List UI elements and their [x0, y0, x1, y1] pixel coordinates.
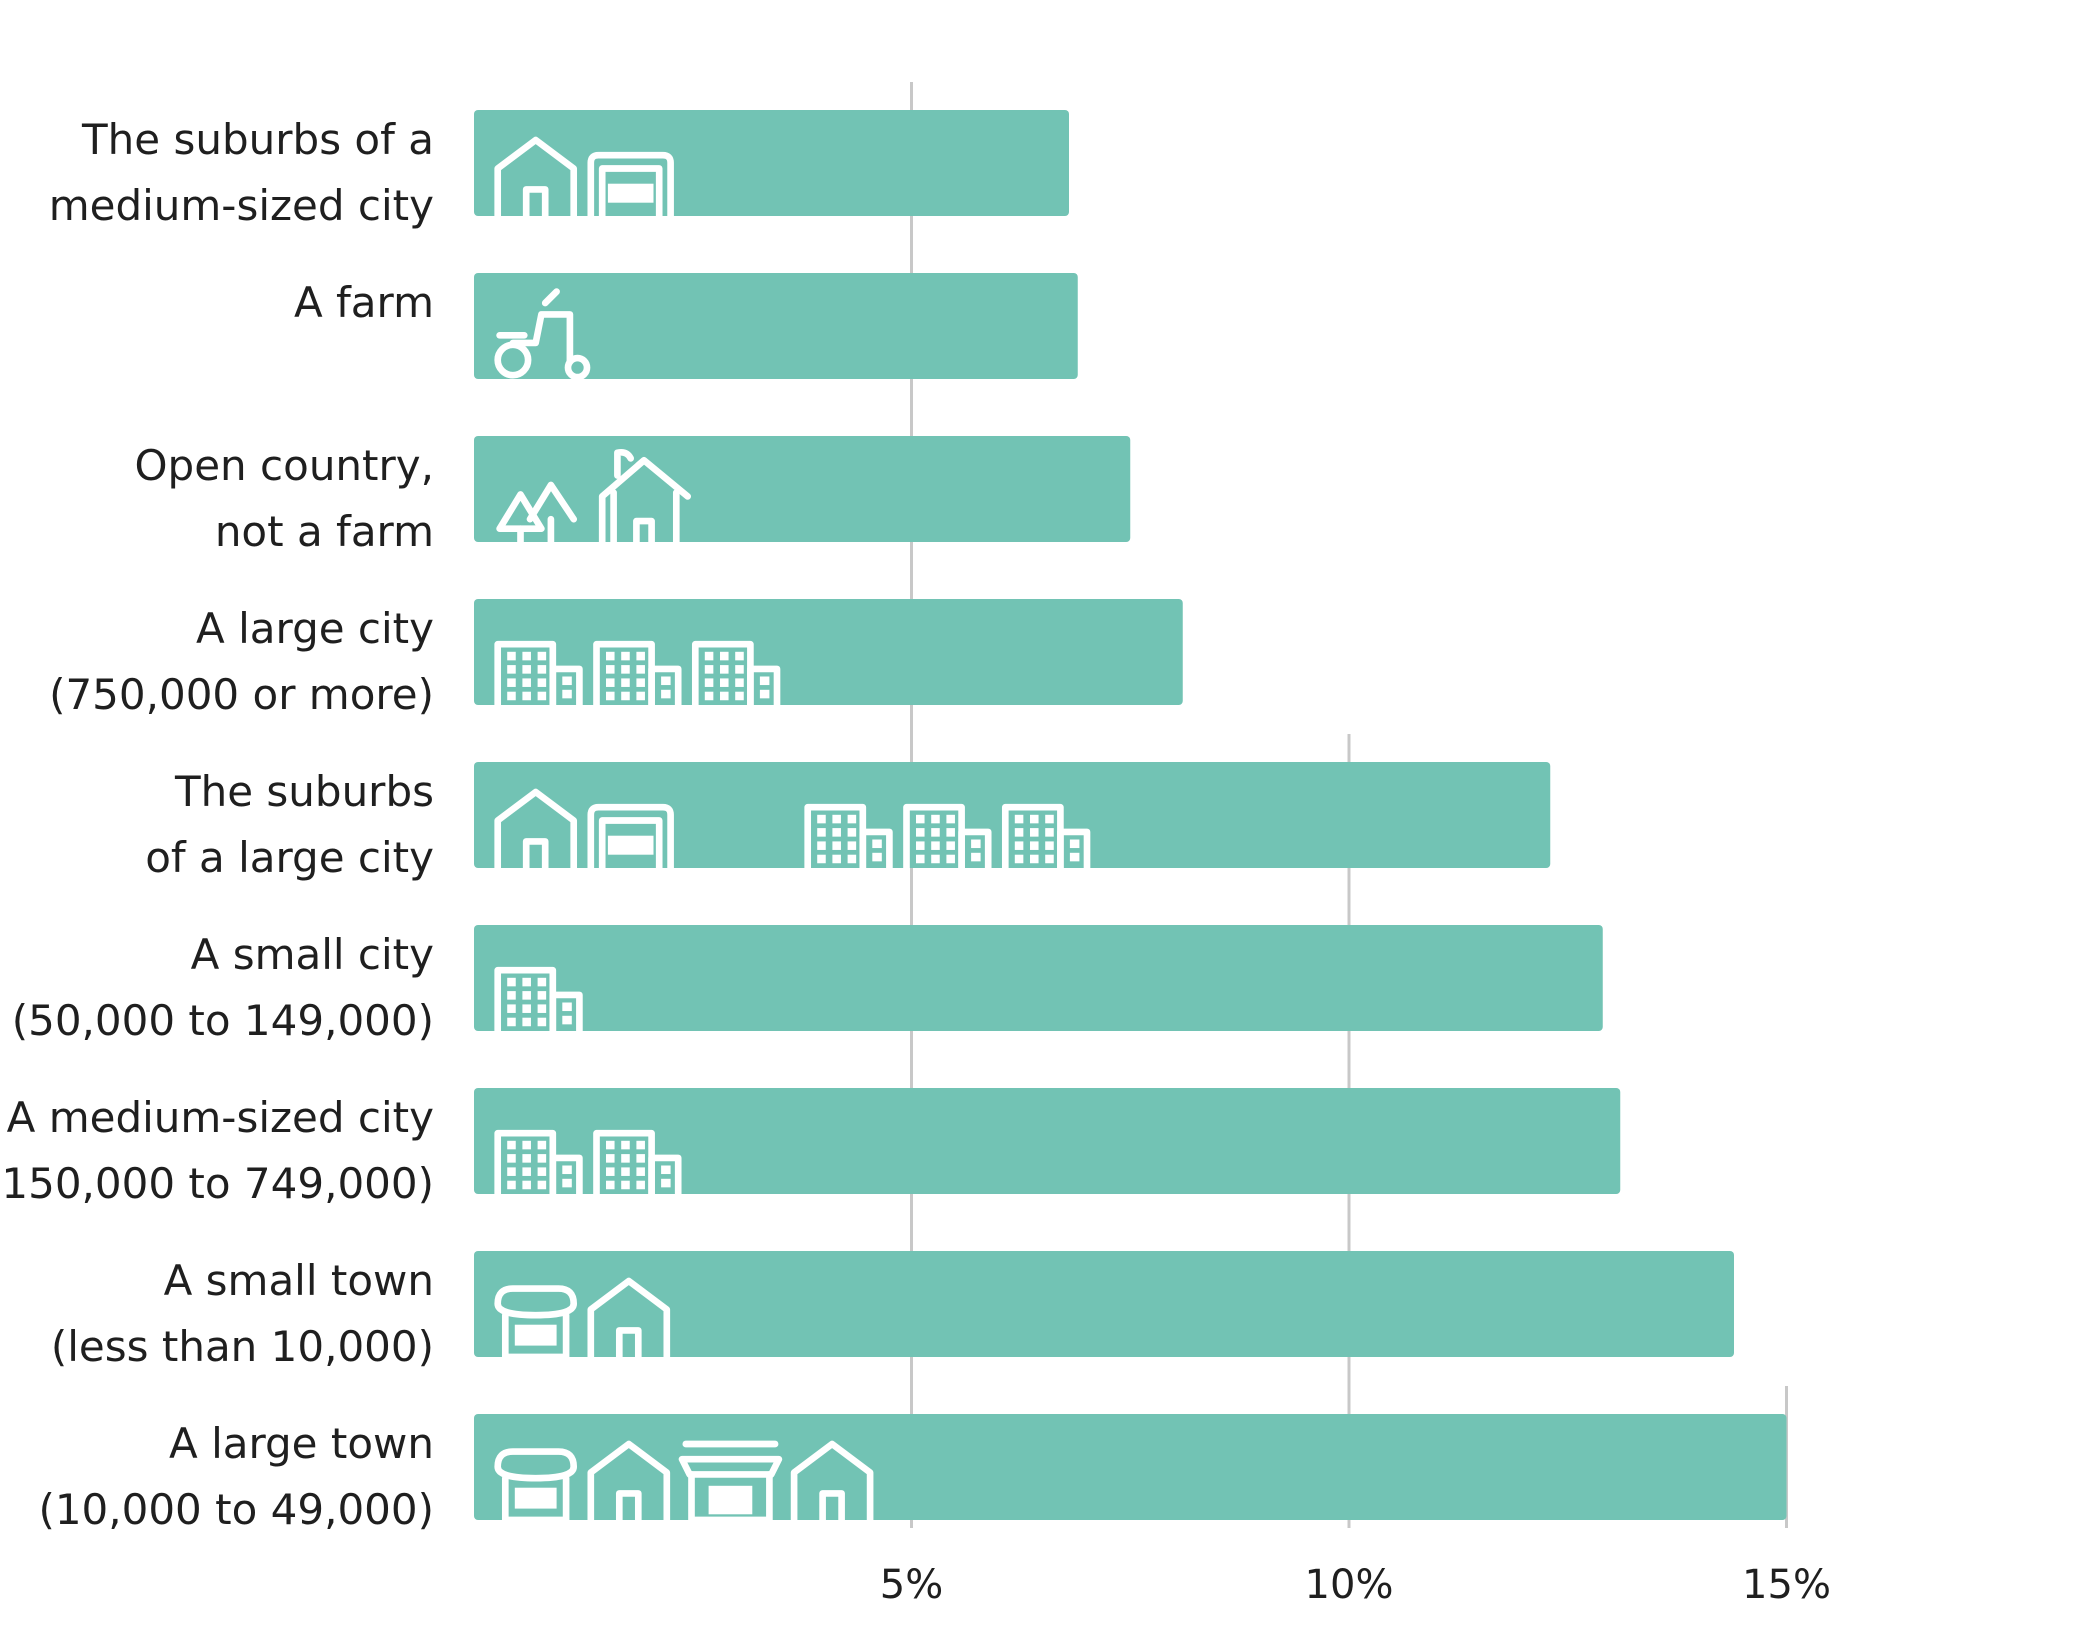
bar [474, 273, 1078, 379]
house-icon [494, 136, 578, 216]
x-tick-label: 10% [1305, 1562, 1394, 1608]
garage-icon [587, 803, 674, 868]
bar [474, 436, 1131, 542]
category-label-line: The suburbs [174, 767, 434, 816]
category-label-line: A small city [191, 930, 434, 979]
category-label-line: A small town [164, 1256, 434, 1305]
house-icon [790, 1440, 874, 1520]
category-label: A small city (50,000 to 149,000) [12, 930, 434, 1045]
bar-icon-row [494, 788, 1091, 868]
category-label-line: A large town [169, 1419, 434, 1468]
category-label-line: The suburbs of a [81, 115, 434, 164]
category-label-line: medium-sized city [49, 181, 434, 230]
category-label: Open country, not a farm [135, 441, 435, 556]
building-icon [903, 803, 992, 868]
category-label-line: (150,000 to 749,000) [0, 1159, 434, 1208]
house-icon [587, 1440, 671, 1520]
category-label: A small town (less than 10,000) [51, 1256, 434, 1371]
category-label: A medium-sized city (150,000 to 749,000) [0, 1093, 434, 1208]
bar [474, 1414, 1787, 1520]
storefront-icon [678, 1440, 783, 1520]
garage-icon [587, 151, 674, 216]
bar-icon-row [494, 966, 583, 1031]
bar-icon-row [494, 288, 591, 379]
bar-icon-row [494, 640, 781, 705]
bar [474, 1251, 1734, 1357]
building-icon [494, 1129, 583, 1194]
category-labels: The suburbs of a medium-sized city A farm O… [0, 115, 434, 1534]
category-label-line: A farm [294, 278, 434, 327]
bars [474, 110, 1787, 1520]
category-label-line: (less than 10,000) [51, 1322, 434, 1371]
category-label-line: A large city [196, 604, 434, 653]
bar-icon-row [494, 1440, 874, 1520]
bar [474, 762, 1551, 868]
house-icon [494, 788, 578, 868]
category-label-line: not a farm [215, 507, 434, 556]
category-label-line: (750,000 or more) [49, 670, 434, 719]
bar [474, 925, 1603, 1031]
category-label-line: (10,000 to 49,000) [38, 1485, 434, 1534]
cabin-icon [598, 449, 692, 542]
tractor-icon [494, 288, 591, 379]
trees-icon [496, 481, 578, 542]
category-label-line: A medium-sized city [7, 1093, 434, 1142]
building-icon [804, 803, 893, 868]
bar [474, 1088, 1621, 1194]
shop-icon [494, 1448, 578, 1520]
building-icon [593, 640, 682, 705]
building-icon [494, 640, 583, 705]
category-label-line: Open country, [135, 441, 435, 490]
building-icon [593, 1129, 682, 1194]
category-label: A large town (10,000 to 49,000) [38, 1419, 434, 1534]
bar-icon-row [494, 1277, 671, 1357]
building-icon [494, 966, 583, 1031]
bar-icon-row [494, 136, 674, 216]
bar-icon-row [496, 449, 692, 542]
bar-icon-row [494, 1129, 682, 1194]
category-label-line: of a large city [145, 833, 434, 882]
x-axis-ticks: 5% 10% 15% [880, 1562, 1831, 1608]
building-icon [691, 640, 781, 705]
category-label-line: (50,000 to 149,000) [12, 996, 434, 1045]
category-label: The suburbs of a medium-sized city [49, 115, 434, 230]
bar-icons [494, 136, 1091, 1520]
category-label: A farm [294, 278, 434, 327]
category-label: The suburbs of a large city [145, 767, 434, 882]
x-tick-label: 5% [880, 1562, 943, 1608]
shop-icon [494, 1285, 578, 1357]
building-icon [1001, 803, 1091, 868]
house-icon [587, 1277, 671, 1357]
x-tick-label: 15% [1742, 1562, 1831, 1608]
category-label: A large city (750,000 or more) [49, 604, 434, 719]
